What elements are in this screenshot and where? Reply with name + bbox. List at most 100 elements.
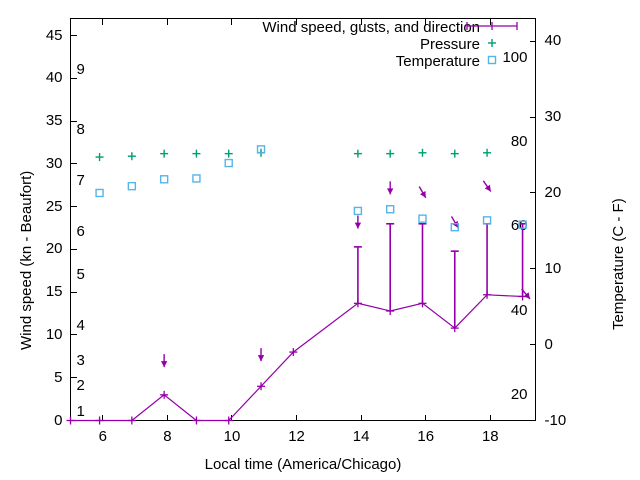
beaufort-label: 7 — [76, 172, 85, 189]
plot-frame-bottom — [70, 420, 536, 421]
y2-tick-label: -10 — [544, 411, 567, 429]
temperature-marker — [418, 214, 427, 223]
temperature-marker — [159, 175, 169, 184]
beaufort-label: 1 — [76, 402, 85, 420]
x-tick-top — [166, 18, 168, 25]
plot-frame-top — [70, 18, 536, 19]
x-tick-label: 18 — [481, 427, 499, 445]
temperature-marker — [95, 188, 104, 198]
temperature-marker — [385, 205, 395, 214]
legend-label-pressure: Pressure — [419, 36, 480, 53]
x-tick-label: 12 — [288, 427, 305, 445]
wind-direction-arrow-shaft — [450, 216, 459, 229]
x-tick — [360, 414, 362, 421]
x-tick-label: 16 — [417, 427, 435, 445]
wind-direction-arrow-head — [484, 184, 491, 192]
x-tick — [489, 414, 491, 421]
wind-direction-arrow-head — [386, 188, 394, 195]
y-tick — [70, 163, 77, 165]
y2-tick-label: 30 — [544, 108, 562, 126]
wind-direction-arrow-head — [160, 361, 168, 368]
temperature-marker — [482, 216, 492, 225]
y-tick-label: 20 — [45, 240, 63, 258]
temperature-marker — [450, 222, 459, 232]
y-tick-label: 25 — [45, 197, 63, 215]
y-tick — [70, 420, 77, 421]
x-tick-top — [102, 18, 104, 25]
y-tick — [70, 35, 77, 37]
y2-tick-label: 40 — [544, 32, 562, 50]
x-tick — [425, 414, 427, 421]
temperature-marker — [224, 158, 233, 168]
y-tick — [70, 77, 77, 79]
beaufort-label: 4 — [76, 317, 85, 335]
y-tick-label: 35 — [45, 112, 63, 130]
temperature-marker — [353, 206, 363, 216]
x-tick-label: 10 — [223, 427, 241, 445]
wind-speed-line — [70, 294, 523, 422]
x-tick-top — [231, 18, 233, 25]
beaufort-label: 3 — [76, 351, 85, 369]
y2-tick-label: 10 — [544, 259, 562, 277]
y-tick — [70, 248, 77, 250]
legend-label-temperature: Temperature — [395, 53, 480, 70]
x-tick-top — [296, 18, 298, 25]
y-axis-title: Wind speed (kn - Beaufort) — [18, 170, 35, 350]
y-tick-label: 45 — [45, 26, 63, 44]
x-tick — [166, 414, 168, 421]
beaufort-label: 8 — [76, 120, 85, 138]
y2-tick — [529, 420, 536, 421]
temperature-marker — [192, 174, 201, 183]
plot-frame-left — [70, 18, 71, 421]
y-tick-label: 15 — [45, 283, 63, 301]
x-tick — [231, 414, 233, 421]
wind-direction-arrow-head — [419, 190, 426, 198]
plot-frame-right — [535, 18, 536, 421]
wind-direction-arrow-shaft — [482, 180, 492, 192]
x-tick-label: 6 — [98, 427, 107, 445]
y-tick-label: 10 — [45, 325, 63, 343]
x-tick-label: 14 — [352, 427, 370, 445]
y-tick-label: 5 — [54, 368, 63, 386]
beaufort-label: 6 — [76, 223, 85, 241]
temperature-marker — [256, 145, 266, 154]
wind-direction-arrow-head — [452, 220, 459, 228]
fahrenheit-label: 20 — [510, 386, 528, 404]
wind-direction-arrow-head — [257, 355, 265, 362]
fahrenheit-label: 100 — [502, 48, 528, 66]
fahrenheit-label: 40 — [510, 302, 528, 320]
y2-tick — [529, 116, 536, 118]
y2-axis-title: Temperature (C - F) — [610, 198, 627, 330]
x-tick-top — [360, 18, 362, 25]
fahrenheit-label: 60 — [510, 217, 528, 235]
x-tick — [102, 414, 104, 421]
y2-tick-label: 20 — [544, 183, 562, 201]
y-tick-label: 30 — [45, 154, 63, 172]
x-tick-top — [425, 18, 427, 25]
y2-tick — [529, 192, 536, 194]
temperature-marker — [127, 181, 137, 191]
wind-direction-arrow-shaft — [418, 186, 427, 199]
beaufort-label: 9 — [76, 60, 85, 78]
x-axis-title: Local time (America/Chicago) — [204, 456, 402, 473]
wind-direction-arrow-head — [354, 222, 362, 229]
y-tick-label: 0 — [54, 411, 63, 429]
x-tick-label: 8 — [163, 427, 172, 445]
y2-tick-label: 0 — [544, 335, 553, 353]
y-tick — [70, 206, 77, 208]
fahrenheit-label: 80 — [510, 133, 528, 151]
y-tick — [70, 334, 77, 336]
wind-direction-arrow-head — [523, 292, 530, 299]
x-tick — [296, 414, 298, 421]
y-tick — [70, 120, 77, 122]
legend-label-wind: Wind speed, gusts, and direction — [262, 19, 480, 36]
wind-direction-arrow-shaft — [521, 288, 531, 300]
y-tick — [70, 291, 77, 293]
y-tick-label: 40 — [45, 69, 63, 87]
y2-tick — [529, 40, 536, 42]
y2-tick — [529, 344, 536, 346]
x-tick-top — [489, 18, 491, 25]
beaufort-label: 5 — [76, 266, 85, 284]
y2-tick — [529, 268, 536, 270]
